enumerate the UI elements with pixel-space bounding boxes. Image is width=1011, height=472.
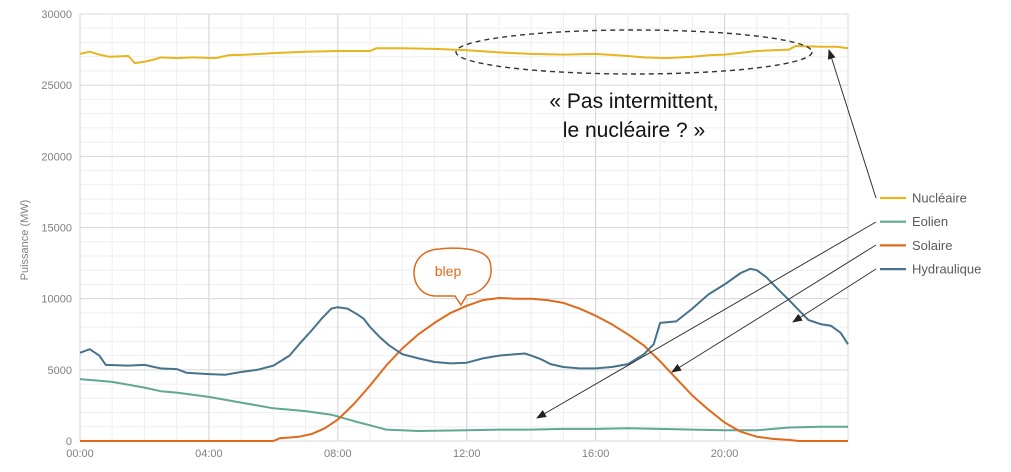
annotation-quote-line2: le nucléaire ? »: [563, 119, 705, 142]
arrow-eolien: [536, 221, 877, 419]
arrow-hydraulique: [792, 268, 877, 323]
arrow-nucleaire: [827, 49, 877, 199]
series-line-solaire: [80, 297, 848, 442]
legend: Nucléaire Eolien Solaire Hydraulique: [880, 191, 981, 277]
blep-bubble: [413, 247, 492, 307]
y-tick-label: 30000: [41, 9, 72, 21]
y-tick-label: 0: [66, 436, 72, 448]
y-tick-label: 10000: [41, 294, 72, 306]
x-tick-label: 00:00: [66, 448, 94, 460]
x-tick-label: 08:00: [324, 448, 352, 460]
y-tick-labels: 0 5000 10000 15000 20000 25000 30000: [41, 9, 72, 448]
x-tick-labels: 00:00 04:00 08:00 12:00 16:00 20:00: [66, 448, 738, 460]
x-tick-label: 16:00: [582, 448, 610, 460]
y-tick-label: 15000: [41, 223, 72, 235]
legend-label: Eolien: [912, 214, 948, 229]
y-tick-label: 5000: [48, 365, 72, 377]
legend-label: Hydraulique: [912, 262, 981, 277]
x-tick-label: 04:00: [195, 448, 223, 460]
series-line-hydraulique: [79, 267, 849, 376]
y-tick-label: 25000: [41, 80, 72, 92]
nuclear-highlight-ellipse: [455, 29, 813, 75]
legend-label: Nucléaire: [912, 191, 967, 206]
annotation-quote-line1: « Pas intermittent,: [549, 90, 718, 113]
series-line-eolien: [79, 378, 848, 432]
legend-label: Solaire: [912, 238, 952, 253]
y-axis-label: Puissance (MW): [19, 200, 31, 281]
series-lines: [79, 45, 849, 442]
grid-major: [79, 13, 849, 442]
blep-label: blep: [435, 263, 462, 279]
arrow-solaire: [671, 244, 877, 373]
series-line-nuclaire: [79, 45, 849, 65]
y-tick-label: 20000: [41, 151, 72, 163]
x-tick-label: 20:00: [711, 448, 739, 460]
x-tick-label: 12:00: [453, 448, 481, 460]
